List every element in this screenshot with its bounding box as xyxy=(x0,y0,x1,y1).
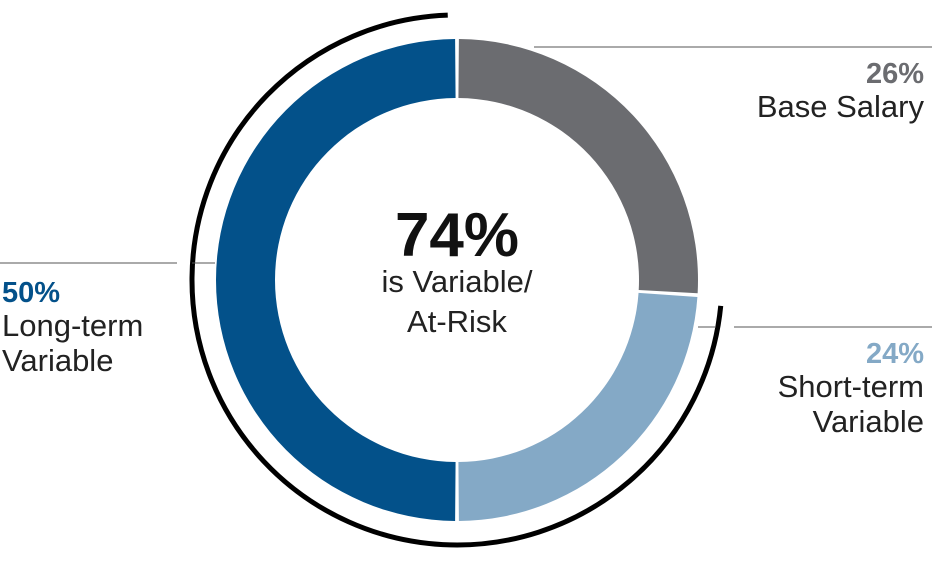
donut-segment-base-salary xyxy=(458,39,698,294)
callout-long-term-label-line1: Long-term xyxy=(2,308,144,344)
callout-long-term: 50% Long-term Variable xyxy=(2,277,143,379)
callout-short-term-label-line2: Variable xyxy=(812,404,924,440)
variable-at-risk-bracket-arc xyxy=(189,12,724,548)
callout-short-term-percent: 24% xyxy=(865,338,924,370)
callout-short-term: 24% Short-term Variable xyxy=(778,338,924,440)
callout-base-salary: 26% Base Salary xyxy=(757,58,924,125)
callout-base-salary-percent: 26% xyxy=(865,58,924,90)
callout-base-salary-label: Base Salary xyxy=(756,89,924,125)
donut-segments xyxy=(216,39,698,521)
center-total-value: 74% xyxy=(394,201,520,270)
donut-segment-long-term xyxy=(216,39,456,521)
callout-short-term-label-line1: Short-term xyxy=(777,369,924,405)
callout-long-term-label-line2: Variable xyxy=(2,343,114,379)
donut-segment-short-term xyxy=(458,292,698,521)
center-caption-line1: is Variable/ xyxy=(381,264,533,299)
center-caption-line2: At-Risk xyxy=(407,304,507,339)
callout-long-term-percent: 50% xyxy=(2,277,61,309)
